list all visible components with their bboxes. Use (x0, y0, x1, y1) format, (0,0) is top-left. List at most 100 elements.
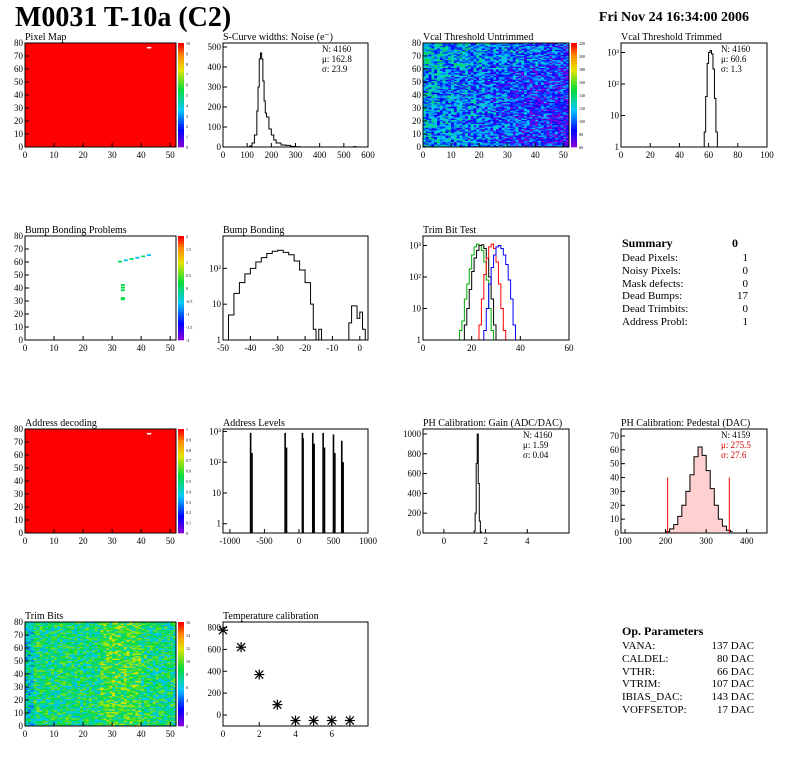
heatmap-cell (467, 54, 472, 57)
heatmap-cell (510, 111, 514, 114)
heatmap-cell (445, 46, 449, 49)
heatmap-cell (526, 115, 530, 118)
heatmap-cell (538, 115, 542, 118)
heatmap-cell (462, 69, 466, 71)
heatmap-cell (442, 80, 446, 83)
heatmap-cell (538, 48, 542, 50)
heatmap-cell (518, 131, 522, 133)
heatmap-cell (442, 85, 446, 88)
heatmap-cell (526, 106, 530, 109)
heatmap-cell (490, 69, 494, 71)
palette-tick-label: 2 (186, 234, 188, 239)
heatmap-cell (431, 111, 435, 114)
heatmap-cell (557, 57, 561, 59)
heatmap-cell (30, 646, 35, 649)
heatmap-cell (566, 131, 570, 133)
palette-band (178, 92, 184, 96)
heatmap-cell (538, 58, 542, 61)
heatmap-cell (30, 668, 35, 671)
heatmap-cell (442, 76, 446, 79)
heatmap-cell (498, 100, 502, 102)
heatmap-cell (543, 130, 547, 132)
heatmap-cell (524, 104, 528, 106)
heatmap-cell (27, 623, 32, 625)
heatmap-cell (560, 101, 564, 104)
heatmap-cell (557, 89, 561, 92)
heatmap-cell (462, 144, 466, 146)
heatmap-cell (27, 723, 32, 725)
heatmap-cell (467, 93, 472, 96)
dead-pixel (146, 46, 152, 49)
heatmap-cell (456, 49, 460, 52)
heatmap-cell (453, 82, 457, 84)
heatmap-cell (512, 67, 516, 70)
heatmap-cell (521, 95, 525, 97)
heatmap-cell (453, 57, 457, 59)
palette-band (571, 76, 577, 80)
heatmap-cell (425, 128, 429, 131)
heatmap-cell (554, 52, 559, 54)
palette-band (178, 128, 184, 132)
heatmap-cell (484, 95, 488, 97)
heatmap-cell (560, 124, 564, 127)
heatmap-cell (487, 87, 491, 89)
heatmap-cell (467, 59, 472, 62)
heatmap-cell (439, 74, 443, 76)
heatmap-cell (549, 139, 553, 141)
heatmap-cell (549, 93, 553, 96)
heatmap-cell (442, 118, 446, 120)
heatmap-cell (515, 88, 519, 91)
heatmap-cell (434, 74, 438, 76)
heatmap-cell (451, 53, 455, 55)
heatmap-cell (560, 52, 564, 54)
heatmap-cell (512, 97, 516, 100)
heatmap-cell (425, 132, 429, 135)
heatmap-cell (507, 134, 511, 136)
heatmap-cell (566, 124, 570, 127)
heatmap-cell (529, 79, 533, 81)
heatmap-cell (30, 663, 35, 666)
heatmap-cell (445, 108, 449, 110)
heatmap-cell (445, 106, 449, 109)
heatmap-cell (540, 131, 545, 133)
heatmap-cell (479, 119, 483, 122)
palette-band (178, 514, 184, 518)
heatmap-cell (425, 84, 429, 87)
heatmap-cell (33, 719, 37, 722)
heatmap-cell (535, 66, 539, 68)
heatmap-cell (459, 135, 463, 137)
heatmap-cell (445, 93, 449, 96)
chart-title: Trim Bit Test (423, 225, 476, 236)
heatmap-cell (498, 76, 502, 79)
heatmap-cell (431, 110, 435, 113)
heatmap-cell (462, 65, 466, 67)
heatmap-cell (462, 113, 466, 115)
heatmap-cell (428, 134, 432, 136)
x-tick-label: 500 (337, 150, 351, 160)
palette-band (178, 63, 184, 67)
heatmap-cell (442, 82, 446, 84)
heatmap-cell (493, 74, 497, 76)
heatmap-cell (498, 92, 502, 94)
y-tick-label: 200 (208, 102, 222, 112)
heatmap-cell (566, 63, 570, 66)
heatmap-cell (479, 124, 483, 127)
heatmap-cell (557, 110, 561, 113)
heatmap-cell (465, 54, 469, 57)
heatmap-cell (507, 113, 511, 115)
heatmap-cell (451, 96, 455, 98)
heatmap-cell (442, 71, 446, 74)
heatmap-cell (496, 88, 500, 91)
heatmap-cell (538, 92, 542, 94)
heatmap-cell (512, 54, 516, 57)
heatmap-cell (448, 111, 452, 114)
heatmap-cell (431, 82, 435, 84)
palette-tick-label: 1 (186, 427, 188, 432)
heatmap-cell (507, 143, 511, 145)
heatmap-cell (487, 44, 491, 46)
heatmap-cell (445, 140, 449, 143)
heatmap-cell (546, 72, 550, 75)
heatmap-cell (493, 134, 497, 136)
heatmap-cell (540, 53, 545, 55)
heatmap-cell (518, 49, 522, 52)
